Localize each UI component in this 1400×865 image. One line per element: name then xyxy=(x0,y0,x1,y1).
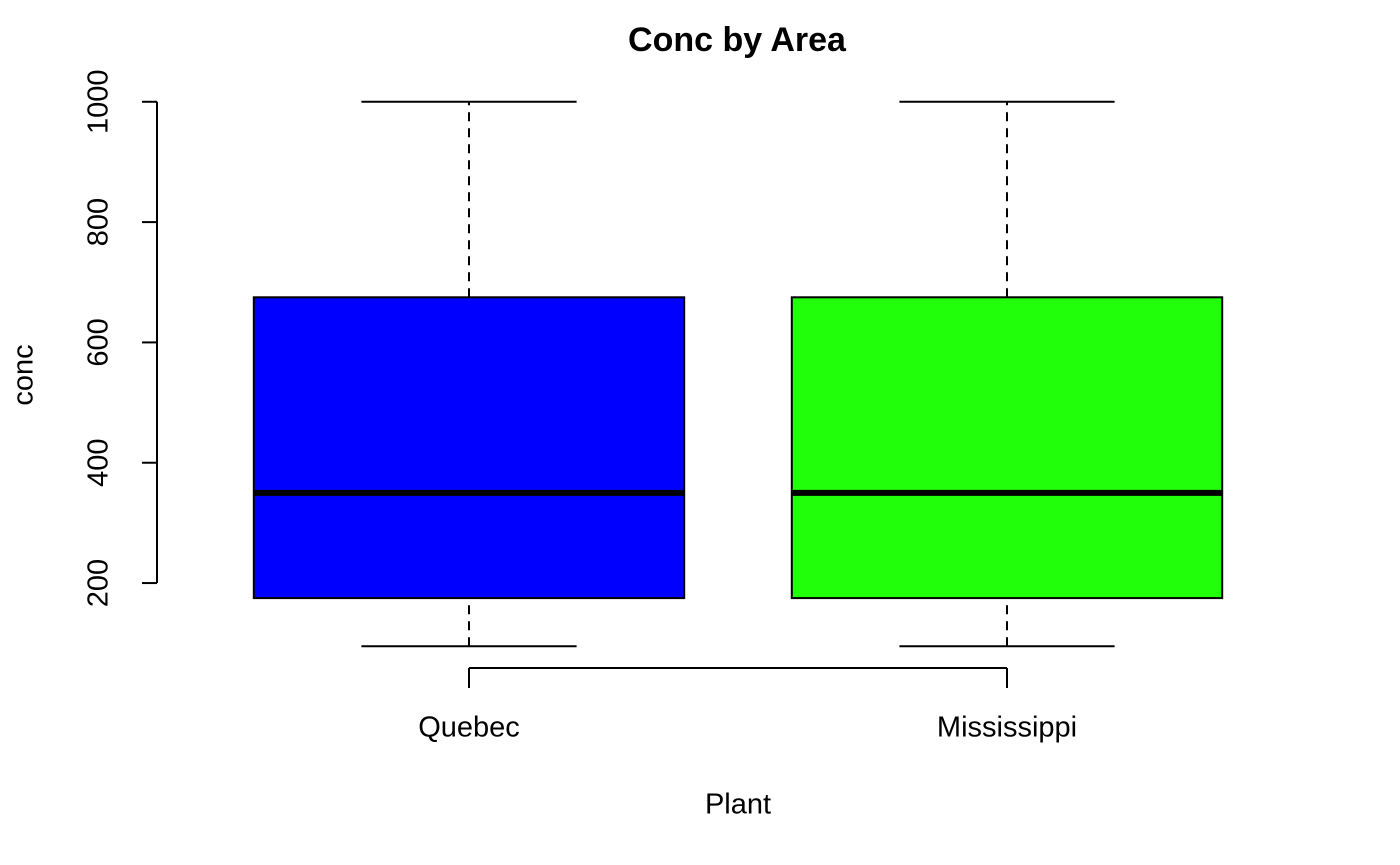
x-tick-label: Quebec xyxy=(418,712,520,744)
chart-title: Conc by Area xyxy=(628,21,847,59)
y-tick-label: 600 xyxy=(83,318,115,366)
y-tick-label: 800 xyxy=(83,198,115,246)
box xyxy=(790,296,1224,600)
y-tick-label: 400 xyxy=(83,439,115,487)
y-tick-label: 1000 xyxy=(83,70,115,135)
x-axis-label: Plant xyxy=(705,789,771,821)
x-tick-label: Mississippi xyxy=(937,712,1077,744)
box xyxy=(252,296,686,600)
y-tick-label: 200 xyxy=(83,559,115,607)
y-axis-label: conc xyxy=(8,344,40,405)
